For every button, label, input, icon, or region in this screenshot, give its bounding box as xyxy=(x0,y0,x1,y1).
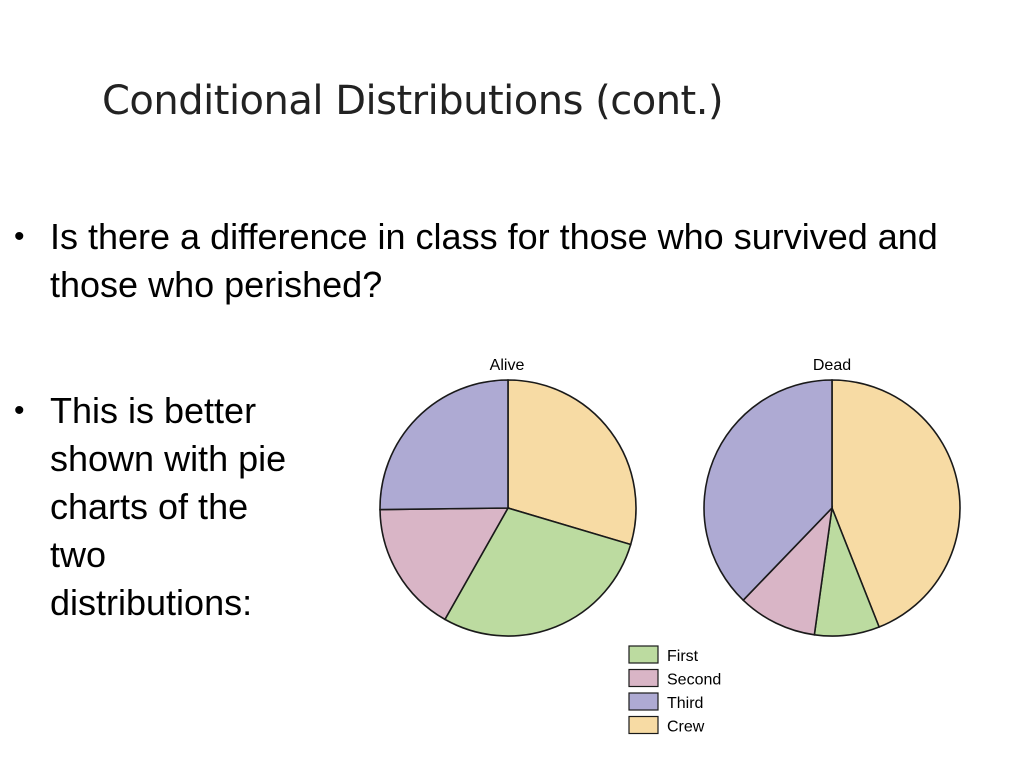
bullet-question: • Is there a difference in class for tho… xyxy=(14,213,1010,309)
alive-slice-first xyxy=(443,507,632,637)
pie-title-alive: Alive xyxy=(490,357,525,374)
alive-slice-crew xyxy=(507,379,637,546)
alive-slice-third xyxy=(379,379,509,511)
dead-slice-third xyxy=(703,379,833,602)
legend-swatch-first xyxy=(628,645,659,664)
bullet-question-text: Is there a difference in class for those… xyxy=(50,216,938,305)
pie-dead xyxy=(703,379,961,637)
pie-title-dead: Dead xyxy=(813,357,851,374)
legend-label-third: Third xyxy=(667,695,703,712)
dead-slice-second xyxy=(742,505,834,636)
bullet-explanation-text: This is better shown with pie charts of … xyxy=(50,390,287,623)
legend-label-crew: Crew xyxy=(667,719,705,736)
bullet-dot: • xyxy=(14,220,25,253)
slide-title: Conditional Distributions (cont.) xyxy=(102,78,724,124)
legend-swatch-second xyxy=(628,668,659,688)
pie-alive xyxy=(379,379,637,637)
bullet-dot: • xyxy=(14,394,25,427)
bullet-explanation: • This is better shown with pie charts o… xyxy=(14,387,310,627)
alive-slice-second xyxy=(379,507,510,621)
legend: First Second Third Crew xyxy=(628,645,721,736)
dead-slice-crew xyxy=(831,379,961,629)
legend-swatch-third xyxy=(628,692,659,711)
legend-label-second: Second xyxy=(667,672,721,689)
legend-label-first: First xyxy=(667,648,699,665)
legend-swatch-crew xyxy=(628,715,659,735)
